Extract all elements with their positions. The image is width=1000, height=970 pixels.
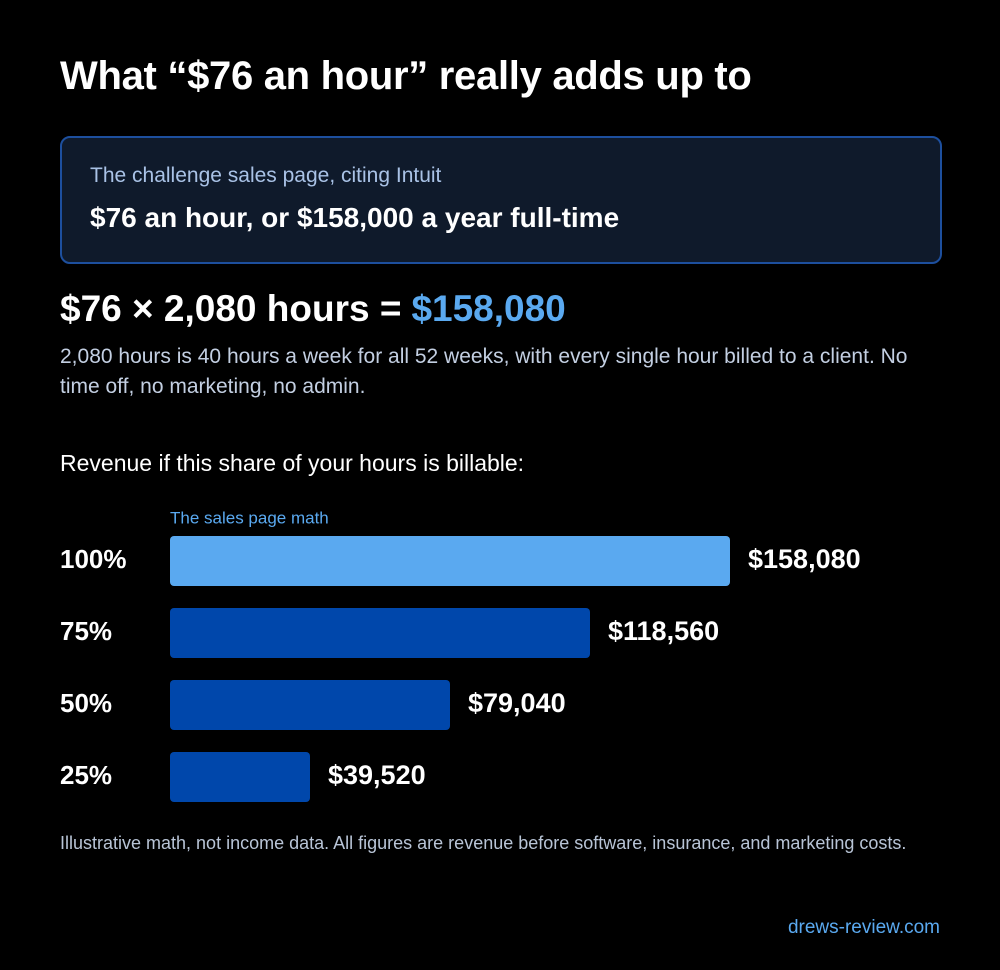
bar [170, 752, 310, 802]
value-label: $158,080 [748, 544, 861, 574]
bar [170, 536, 730, 586]
title: What “$76 an hour” really adds up to [60, 54, 752, 98]
quote-box: The challenge sales page, citing Intuit … [60, 136, 942, 264]
category-label: 25% [60, 760, 112, 790]
equation-text: $76 × 2,080 hours = [60, 288, 402, 329]
quote-text: $76 an hour, or $158,000 a year full-tim… [90, 202, 620, 233]
bar [170, 680, 450, 730]
category-label: 100% [60, 544, 127, 574]
equation-result: $158,080 [411, 288, 566, 329]
annotation: The sales page math [170, 508, 329, 527]
value-label: $118,560 [608, 616, 719, 646]
explanation: 2,080 hours is 40 hours a week for all 5… [60, 345, 908, 398]
footnote: Illustrative math, not income data. All … [60, 833, 907, 853]
value-label: $79,040 [468, 688, 566, 718]
category-label: 75% [60, 616, 112, 646]
bar [170, 608, 590, 658]
chart-title: Revenue if this share of your hours is b… [60, 450, 525, 476]
equation: $76 × 2,080 hours = $158,080 [60, 288, 566, 330]
site: drews-review.com [787, 917, 940, 938]
category-label: 50% [60, 688, 112, 718]
quote-label: The challenge sales page, citing Intuit [90, 164, 442, 187]
value-label: $39,520 [328, 760, 426, 790]
chart: The sales page math 100% $158,080 75% $118,… [60, 508, 861, 802]
